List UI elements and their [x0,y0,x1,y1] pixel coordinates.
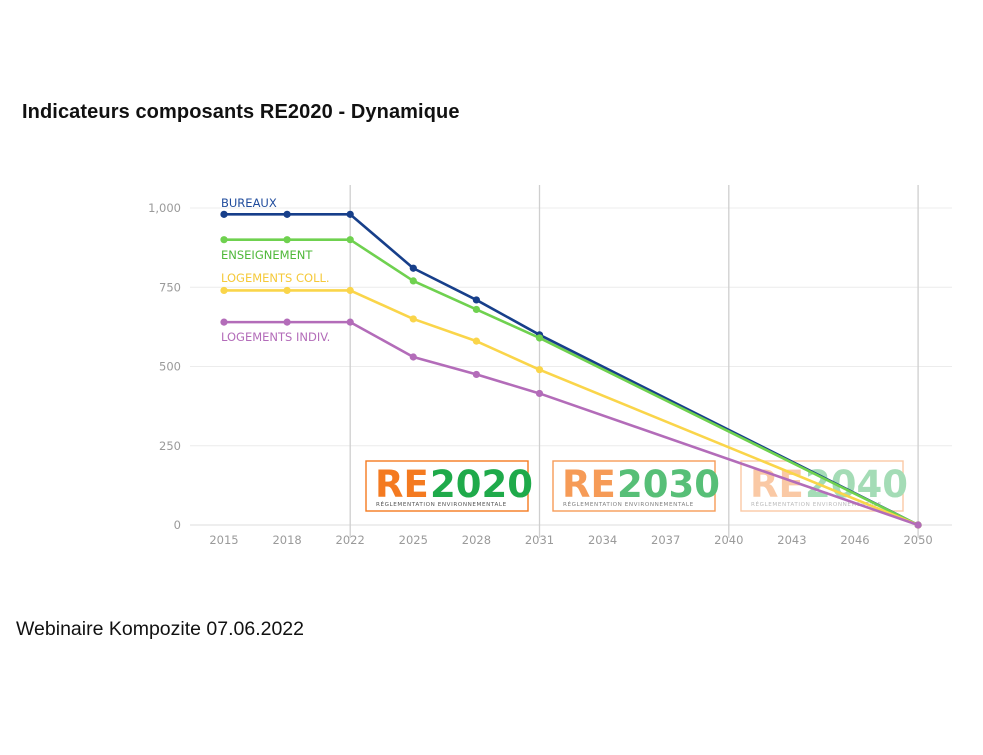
data-point [220,210,228,218]
y-axis: 0 250 500 750 1,000 [148,201,181,532]
x-axis: 2015 2018 2022 2025 2028 2031 2034 2037 2040 2043… [209,533,932,547]
data-point [472,305,480,314]
badge-re-text: RE [562,463,616,506]
data-point [409,264,417,272]
badge-subtitle: RÉGLEMENTATION ENVIRONNEMENTALE [751,500,882,508]
data-point [535,366,544,374]
series-logements-coll [220,286,922,529]
y-tick-label: 500 [159,360,181,374]
data-point [409,277,417,285]
x-tick-label: 2018 [272,533,301,547]
y-tick-label: 250 [159,439,181,453]
data-point [283,318,291,326]
data-point [220,318,228,326]
data-point [535,389,544,398]
badge-year-text: 2030 [617,463,720,506]
series-logements-indiv [220,318,922,529]
data-point [346,210,354,218]
data-point [283,210,291,218]
y-tick-label: 0 [174,518,181,532]
data-point [220,236,228,244]
x-tick-label: 2037 [651,533,680,547]
y-tick-label: 1,000 [148,201,181,215]
x-tick-label: 2022 [336,533,365,547]
data-point [346,318,354,326]
x-tick-label: 2015 [209,533,238,547]
data-point [472,337,480,345]
data-point [220,286,228,295]
data-point [914,521,922,529]
chart-series [220,210,922,529]
badge-year-text: 2020 [430,463,533,506]
x-tick-label: 2034 [588,533,617,547]
data-point [283,236,291,244]
data-point [346,236,354,244]
chart-grid [190,207,952,526]
data-point [472,370,480,379]
series-label: ENSEIGNEMENT [221,248,313,262]
badge-border [365,460,529,512]
data-point [409,353,417,361]
x-tick-label: 2046 [840,533,869,547]
badge-subtitle: RÉGLEMENTATION ENVIRONNEMENTALE [563,500,694,508]
x-tick-label: 2025 [399,533,428,547]
x-tick-label: 2040 [714,533,743,547]
y-tick-label: 750 [159,280,181,294]
x-tick-label: 2050 [903,533,932,547]
data-point [346,286,354,295]
badge-subtitle: RÉGLEMENTATION ENVIRONNEMENTALE [376,500,507,508]
chart-vertical-markers [349,185,919,538]
x-tick-label: 2028 [462,533,491,547]
series-labels: BUREAUX ENSEIGNEMENT LOGEMENTS COLL. LOGEME… [221,196,330,344]
badge-re-text: RE [375,463,429,506]
footer-text: Webinaire Kompozite 07.06.2022 [16,618,304,640]
series-label: LOGEMENTS COLL. [221,271,330,285]
x-tick-label: 2031 [525,533,554,547]
badge-border [552,460,716,512]
data-point [409,315,417,323]
line-chart: 0 250 500 750 1,000 2015 2018 2022 2025 2028 2031… [148,185,952,547]
slide-title: Indicateurs composants RE2020 - Dynamiqu… [22,101,460,123]
series-label: LOGEMENTS INDIV. [221,330,330,344]
data-point [535,334,544,342]
series-enseignement [220,236,922,529]
data-point [283,286,291,295]
data-point [472,296,480,304]
x-tick-label: 2043 [777,533,806,547]
series-label: BUREAUX [221,196,277,210]
